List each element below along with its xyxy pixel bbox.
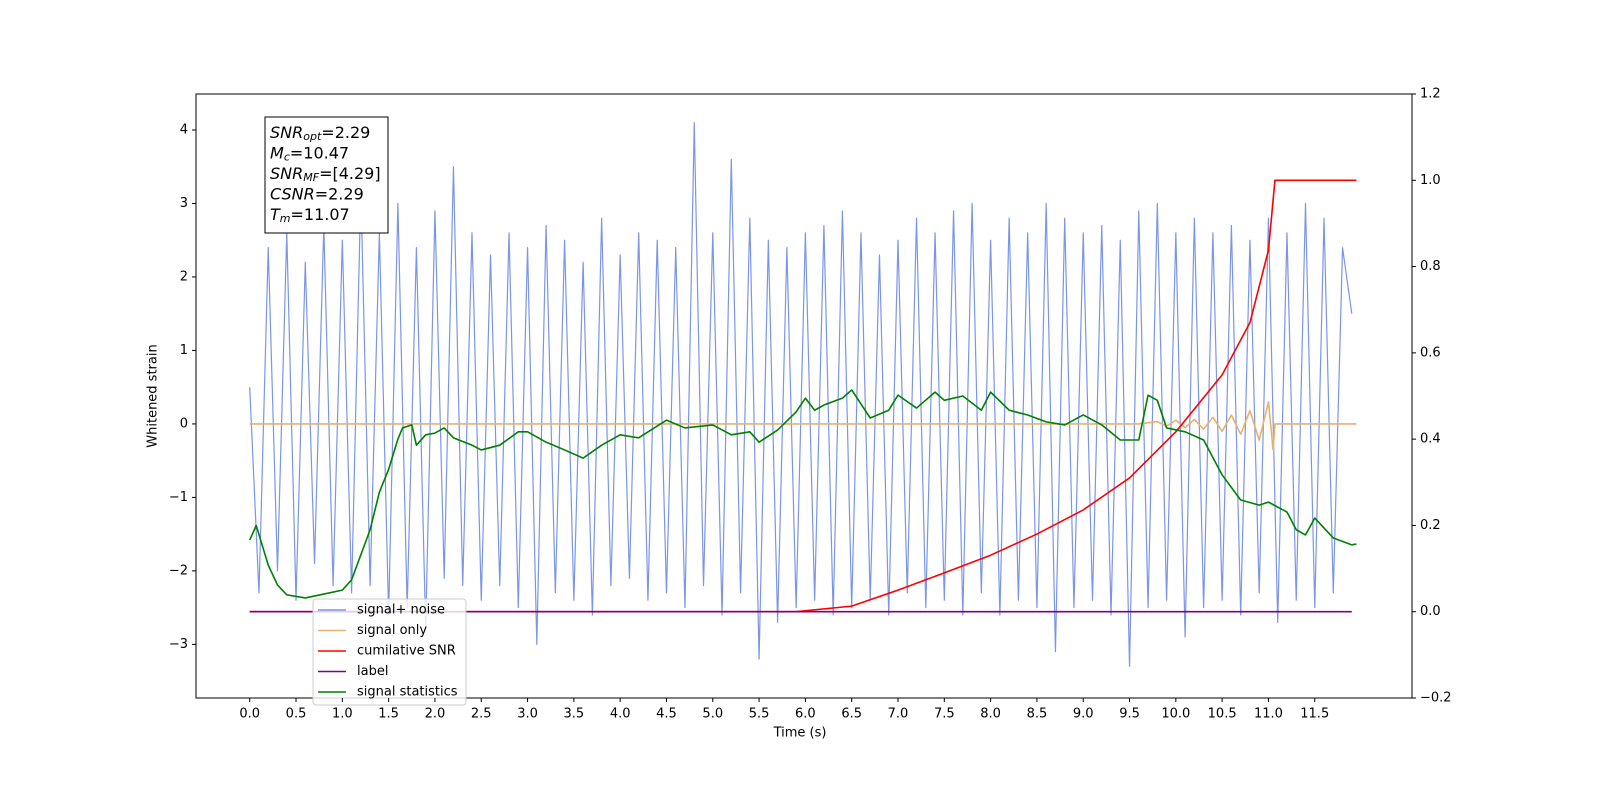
series-line bbox=[248, 389, 1357, 599]
x-tick-label: 3.0 bbox=[517, 707, 538, 722]
x-tick-label: 4.5 bbox=[656, 707, 677, 722]
x-tick-label: 5.5 bbox=[749, 707, 770, 722]
annotation-symbol: T bbox=[270, 205, 281, 224]
legend: signal+ noise signal only cumilative SNR la… bbox=[312, 598, 467, 706]
y2-tick-label: 1.0 bbox=[1420, 173, 1441, 188]
y2-tick-label: −0.2 bbox=[1420, 691, 1452, 706]
annotation-symbol: CSNR bbox=[270, 184, 315, 203]
x-tick-label: 5.0 bbox=[702, 707, 723, 722]
annotation-line: SNRMF=[4.29] bbox=[270, 164, 381, 185]
annotation-value: =2.29 bbox=[315, 184, 364, 203]
x-tick-label: 7.0 bbox=[888, 707, 909, 722]
annotation-symbol: M bbox=[270, 143, 284, 162]
x-tick-label: 11.5 bbox=[1300, 707, 1329, 722]
legend-label: signal statistics bbox=[357, 685, 458, 700]
x-tick-label: 3.5 bbox=[564, 707, 585, 722]
x-axis-label: Time (s) bbox=[773, 726, 827, 741]
x-tick-label: 11.0 bbox=[1254, 707, 1283, 722]
x-tick-label: 9.5 bbox=[1119, 707, 1140, 722]
y2-tick-label: 0.2 bbox=[1420, 518, 1441, 533]
legend-label: signal+ noise bbox=[357, 603, 445, 618]
annotation-value: =2.29 bbox=[321, 123, 370, 142]
annotation-value: =[4.29] bbox=[319, 164, 381, 183]
annotation-subscript: MF bbox=[303, 171, 319, 184]
x-tick-label: 6.5 bbox=[841, 707, 862, 722]
annotation-value: =10.47 bbox=[290, 143, 349, 162]
y-tick-label: 2 bbox=[180, 269, 188, 284]
x-tick-label: 10.5 bbox=[1208, 707, 1237, 722]
annotation-box: SNRopt=2.29Mc=10.47SNRMF=[4.29]CSNR=2.29… bbox=[264, 116, 389, 234]
y2-tick-label: 0.4 bbox=[1420, 432, 1441, 447]
x-tick-label: 6.0 bbox=[795, 707, 816, 722]
annotation-line: CSNR=2.29 bbox=[270, 184, 364, 203]
x-tick-label: 0.0 bbox=[239, 707, 260, 722]
annotation-subscript: c bbox=[284, 151, 290, 164]
y-tick-label: 0 bbox=[180, 416, 188, 431]
y2-tick-label: 1.2 bbox=[1420, 87, 1441, 102]
legend-frame bbox=[312, 598, 467, 706]
x-tick-label: 0.5 bbox=[286, 707, 307, 722]
x-tick-label: 2.0 bbox=[425, 707, 446, 722]
y2-tick-label: 0.0 bbox=[1420, 604, 1441, 619]
y-tick-label: 3 bbox=[180, 196, 188, 211]
y-tick-label: −2 bbox=[169, 563, 188, 578]
y-tick-label: 1 bbox=[180, 343, 188, 358]
x-tick-label: 8.5 bbox=[1027, 707, 1048, 722]
axes-frame bbox=[195, 93, 1413, 699]
annotation-subscript: m bbox=[280, 212, 291, 225]
x-tick-label: 1.0 bbox=[332, 707, 353, 722]
series-line bbox=[249, 122, 1353, 667]
x-tick-label: 10.0 bbox=[1161, 707, 1190, 722]
x-tick-label: 9.0 bbox=[1073, 707, 1094, 722]
y-tick-label: −3 bbox=[169, 637, 188, 652]
y-tick-label: 4 bbox=[180, 123, 188, 138]
legend-label: signal only bbox=[357, 623, 427, 638]
y-axis-label: Whitened strain bbox=[146, 344, 161, 447]
x-tick-label: 8.0 bbox=[980, 707, 1001, 722]
annotation-line: Mc=10.47 bbox=[270, 143, 349, 164]
x-tick-label: 7.5 bbox=[934, 707, 955, 722]
y2-tick-label: 0.6 bbox=[1420, 345, 1441, 360]
annotation-symbol: SNR bbox=[270, 164, 303, 183]
y-tick-label: −1 bbox=[169, 490, 188, 505]
annotation-subscript: opt bbox=[303, 130, 322, 143]
annotation-line: SNRopt=2.29 bbox=[270, 123, 370, 144]
x-tick-label: 1.5 bbox=[378, 707, 399, 722]
legend-label: cumilative SNR bbox=[357, 644, 456, 659]
annotation-symbol: SNR bbox=[270, 123, 303, 142]
x-tick-label: 4.0 bbox=[610, 707, 631, 722]
y2-tick-label: 0.8 bbox=[1420, 259, 1441, 274]
annotation-value: =11.07 bbox=[291, 205, 350, 224]
x-tick-label: 2.5 bbox=[471, 707, 492, 722]
legend-label: label bbox=[357, 664, 388, 679]
annotation-frame bbox=[264, 116, 389, 234]
annotation-line: Tm=11.07 bbox=[270, 205, 350, 226]
series-line bbox=[249, 179, 1357, 613]
